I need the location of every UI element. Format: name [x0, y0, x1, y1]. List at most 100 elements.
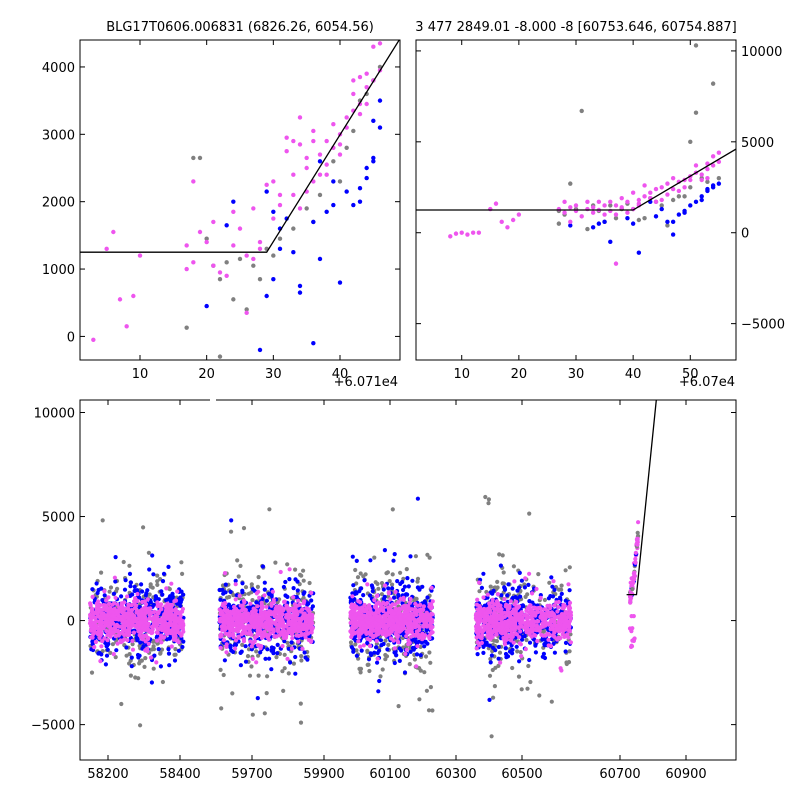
- grey-point: [608, 203, 613, 208]
- magenta-point: [244, 310, 249, 316]
- blue-point: [204, 303, 209, 309]
- blue-point: [128, 580, 133, 585]
- magenta-point: [240, 603, 245, 608]
- magenta-point: [388, 636, 394, 641]
- grey-point: [148, 582, 153, 587]
- grey-point: [501, 581, 506, 586]
- grey-point: [142, 664, 147, 670]
- grey-point: [401, 576, 406, 581]
- magenta-point: [120, 617, 125, 623]
- grey-point: [299, 573, 304, 578]
- magenta-point: [164, 632, 170, 637]
- grey-point: [217, 354, 223, 359]
- blue-point: [265, 647, 270, 652]
- magenta-point: [251, 256, 256, 262]
- blue-point: [302, 650, 307, 655]
- magenta-point: [619, 205, 624, 210]
- grey-point: [716, 175, 722, 181]
- magenta-point: [710, 163, 716, 168]
- magenta-point: [317, 172, 323, 177]
- magenta-point: [353, 604, 358, 609]
- magenta-point: [159, 640, 164, 645]
- blue-point: [504, 655, 509, 660]
- magenta-point: [590, 210, 596, 215]
- blue-point: [159, 589, 164, 594]
- magenta-point: [418, 607, 423, 612]
- magenta-point: [259, 621, 264, 626]
- magenta-point: [409, 634, 414, 639]
- blue-point: [484, 640, 489, 645]
- magenta-point: [516, 212, 522, 217]
- magenta-point: [291, 595, 296, 600]
- grey-point: [99, 570, 104, 575]
- magenta-point: [331, 122, 336, 127]
- grey-point: [492, 684, 497, 689]
- magenta-point: [425, 612, 430, 617]
- blue-point: [271, 276, 276, 282]
- magenta-point: [130, 647, 136, 652]
- magenta-point: [665, 192, 670, 197]
- magenta-point: [422, 613, 427, 618]
- magenta-point: [505, 225, 510, 230]
- top-right-scatter-points: [448, 43, 722, 266]
- blue-point: [264, 293, 269, 299]
- blue-point: [357, 199, 363, 204]
- magenta-point: [179, 619, 184, 624]
- magenta-point: [298, 629, 303, 634]
- magenta-point: [710, 154, 716, 159]
- blue-point: [351, 202, 356, 208]
- magenta-point: [299, 633, 304, 638]
- blue-point: [132, 588, 137, 594]
- magenta-point: [236, 634, 241, 639]
- grey-point: [130, 642, 135, 647]
- grey-point: [115, 586, 120, 591]
- magenta-point: [168, 628, 173, 634]
- top-left-x-offset: +6.071e4: [334, 375, 398, 390]
- magenta-point: [359, 605, 364, 611]
- grey-point: [487, 673, 493, 678]
- blue-point: [406, 584, 411, 589]
- grey-point: [160, 679, 165, 685]
- blue-point: [636, 250, 642, 255]
- blue-point: [479, 585, 484, 591]
- magenta-point: [265, 617, 270, 622]
- grey-point: [271, 253, 276, 258]
- blue-point: [682, 210, 687, 215]
- magenta-point: [94, 630, 99, 636]
- magenta-point: [289, 646, 295, 651]
- magenta-point: [394, 607, 399, 612]
- blue-point: [370, 589, 375, 594]
- blue-point: [136, 655, 141, 660]
- magenta-point: [262, 593, 267, 598]
- magenta-point: [281, 608, 286, 613]
- magenta-point: [301, 623, 306, 629]
- blue-point: [496, 644, 501, 650]
- x-tick-label: 30: [568, 367, 585, 382]
- grey-point: [390, 507, 395, 512]
- blue-point: [331, 202, 336, 208]
- blue-point: [135, 638, 140, 643]
- grey-point: [197, 155, 203, 161]
- blue-point: [350, 591, 355, 596]
- magenta-point: [465, 232, 470, 237]
- grey-point: [516, 674, 522, 679]
- magenta-point: [114, 622, 120, 627]
- blue-point: [364, 165, 369, 171]
- top-right-title: 3 477 2849.01 -8.000 -8 [60753.646, 6075…: [415, 20, 736, 35]
- magenta-point: [568, 219, 573, 225]
- grey-point: [367, 668, 372, 674]
- magenta-point: [351, 78, 356, 83]
- blue-point: [481, 571, 486, 576]
- blue-point: [223, 590, 228, 595]
- blue-point: [303, 655, 308, 660]
- magenta-point: [98, 603, 103, 608]
- magenta-point: [145, 646, 150, 651]
- blue-point: [223, 582, 228, 587]
- magenta-point: [248, 617, 253, 622]
- blue-point: [567, 588, 572, 593]
- grey-point: [358, 571, 363, 576]
- magenta-point: [424, 624, 429, 629]
- grey-point: [693, 43, 699, 48]
- magenta-point: [146, 635, 151, 641]
